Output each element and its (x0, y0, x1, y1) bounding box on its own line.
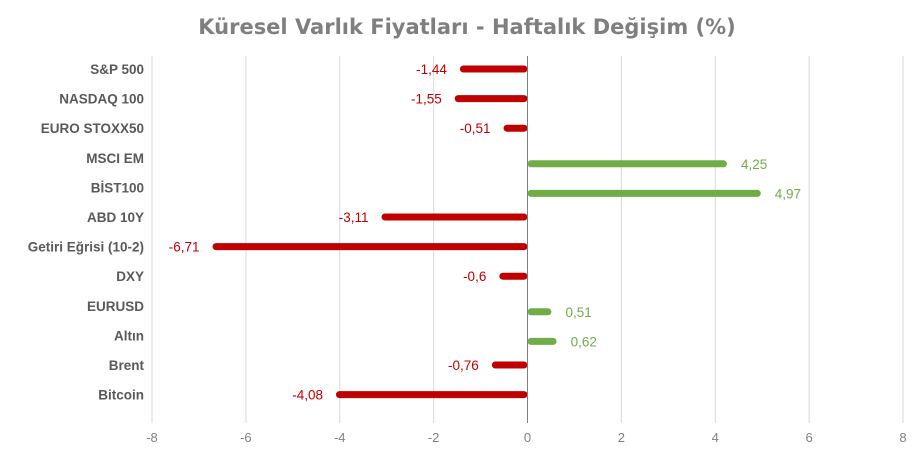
bar (381, 213, 528, 221)
data-label: -6,71 (169, 240, 200, 255)
category-label: Bitcoin (98, 388, 144, 403)
chart-title: Küresel Varlık Fiyatları - Haftalık Deği… (198, 15, 736, 39)
x-tick-label: 6 (806, 430, 813, 445)
bar (212, 243, 528, 251)
category-label: MSCI EM (86, 151, 144, 166)
x-tick-label: 2 (618, 430, 625, 445)
category-label: ABD 10Y (87, 210, 144, 225)
bar (335, 391, 528, 399)
bar (527, 189, 761, 197)
bar (491, 361, 528, 369)
grid-lines (151, 56, 904, 423)
x-tick-label: -4 (334, 430, 346, 445)
category-label: Brent (109, 358, 145, 373)
bar (454, 95, 528, 103)
category-label: S&P 500 (90, 62, 144, 77)
category-label: Getiri Eğrisi (10-2) (28, 240, 144, 255)
bar (527, 308, 552, 316)
x-tick-label: -8 (146, 430, 158, 445)
data-label: 4,97 (775, 186, 801, 201)
data-label: -3,11 (339, 210, 369, 225)
category-label: DXY (116, 269, 144, 284)
data-label: -4,08 (292, 388, 323, 403)
category-labels: S&P 500 NASDAQ 100 EURO STOXX50 MSCI EM BİST… (28, 62, 145, 403)
data-labels: -1,44 -1,55 -0,51 4,25 4,97 -3,11 -6,71 -0,6 0,5… (169, 62, 801, 403)
bar (499, 272, 528, 280)
x-axis-ticks: -8 -6 -4 -2 0 2 4 6 8 (146, 430, 906, 445)
category-label: NASDAQ 100 (59, 92, 144, 107)
category-label: EURUSD (87, 299, 144, 314)
x-tick-label: -6 (240, 430, 252, 445)
category-label: EURO STOXX50 (41, 121, 144, 136)
data-label: 0,51 (565, 305, 591, 320)
data-label: -1,44 (416, 62, 447, 77)
bar (459, 65, 528, 73)
x-tick-label: 8 (899, 430, 906, 445)
data-label: -0,6 (463, 269, 486, 284)
x-tick-label: 4 (712, 430, 719, 445)
bar (503, 124, 528, 132)
data-label: -1,55 (411, 92, 442, 107)
data-label: -0,76 (448, 358, 479, 373)
category-label: Altın (114, 328, 144, 343)
x-tick-label: 0 (524, 430, 531, 445)
data-label: -0,51 (460, 121, 491, 136)
bars (212, 65, 761, 399)
x-tick-label: -2 (428, 430, 440, 445)
bar (527, 160, 727, 168)
data-label: 0,62 (571, 334, 597, 349)
category-label: BİST100 (91, 180, 144, 195)
data-label: 4,25 (741, 157, 767, 172)
bar (527, 337, 557, 345)
